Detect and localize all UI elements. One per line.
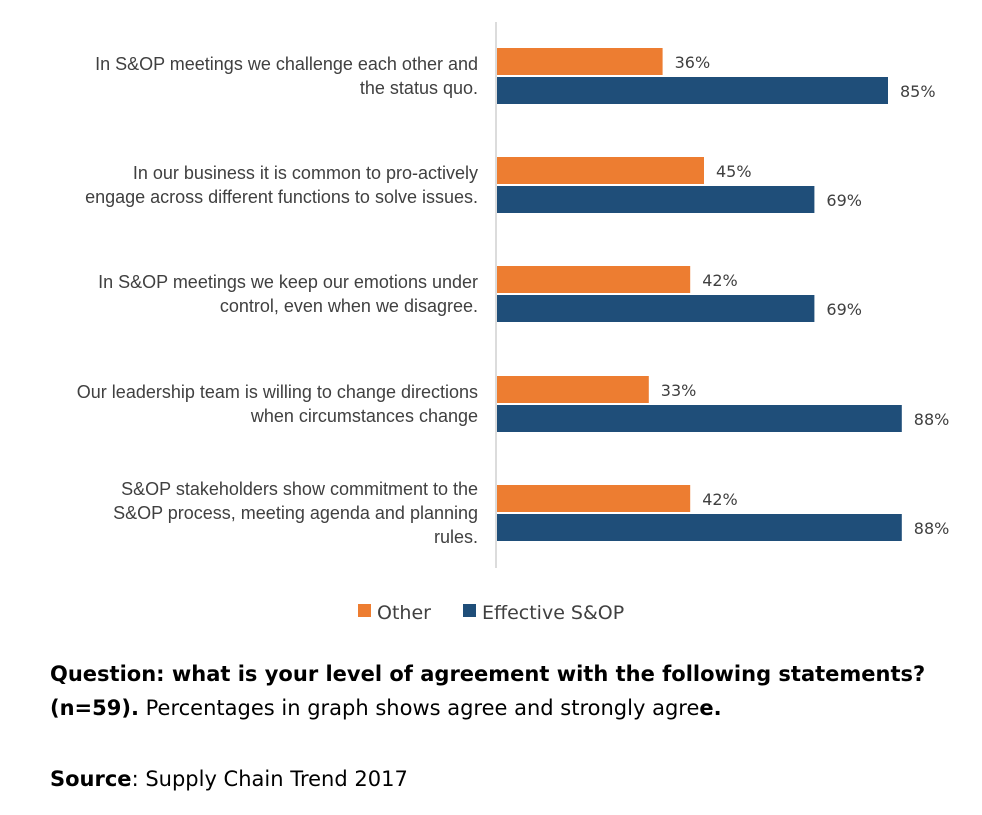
source-label: Source (50, 767, 132, 791)
bar-effective-5 (497, 514, 902, 541)
bar-chart: 36% 85% 45% 69% 42% 69% 33% 88% 42% 88% In S&OP m… (77, 22, 949, 624)
question-bold-text: Question: what is your level of agreemen… (50, 662, 926, 720)
category-label-2-line-2: engage across different functions to sol… (85, 187, 478, 207)
source-caption: Source: Supply Chain Trend 2017 (50, 762, 408, 796)
question-normal-text: Percentages in graph shows agree and str… (138, 696, 700, 720)
bar-other-2 (497, 157, 704, 184)
legend-label-other: Other (377, 602, 431, 624)
data-label-effective-4: 88% (914, 410, 950, 429)
category-label-1-line-1: In S&OP meetings we challenge each other… (95, 54, 478, 74)
category-label-5-line-3: rules. (434, 527, 478, 547)
data-label-other-4: 33% (661, 381, 697, 400)
data-label-other-2: 45% (716, 162, 752, 181)
legend: Other Effective S&OP (358, 602, 624, 624)
category-label-2-line-1: In our business it is common to pro-acti… (133, 163, 478, 183)
bars-group: 36% 85% 45% 69% 42% 69% 33% 88% 42% 88% (497, 48, 949, 541)
bar-effective-1 (497, 77, 888, 104)
data-label-effective-5: 88% (914, 519, 950, 538)
category-label-3-line-1: In S&OP meetings we keep our emotions un… (98, 272, 478, 292)
bar-other-5 (497, 485, 691, 512)
legend-label-effective: Effective S&OP (482, 602, 624, 624)
question-tail-bold-text: e. (699, 696, 722, 720)
data-label-other-3: 42% (702, 271, 738, 290)
data-label-other-5: 42% (702, 490, 738, 509)
category-labels-group: In S&OP meetings we challenge each other… (77, 54, 478, 547)
bar-effective-2 (497, 186, 815, 213)
bar-other-3 (497, 266, 691, 293)
data-label-effective-1: 85% (900, 82, 936, 101)
data-label-effective-3: 69% (826, 300, 862, 319)
category-label-3-line-2: control, even when we disagree. (220, 296, 478, 316)
bar-other-4 (497, 376, 649, 403)
category-label-1-line-2: the status quo. (360, 78, 478, 98)
data-label-other-1: 36% (675, 53, 711, 72)
bar-other-1 (497, 48, 663, 75)
source-text: : Supply Chain Trend 2017 (131, 767, 408, 791)
category-label-4-line-1: Our leadership team is willing to change… (77, 382, 478, 402)
category-label-5-line-1: S&OP stakeholders show commitment to the (121, 479, 478, 499)
data-label-effective-2: 69% (826, 191, 862, 210)
bar-effective-4 (497, 405, 902, 432)
category-label-5-line-2: S&OP process, meeting agenda and plannin… (113, 503, 478, 523)
category-label-4-line-2: when circumstances change (250, 406, 478, 426)
legend-swatch-other (358, 604, 371, 617)
legend-swatch-effective (463, 604, 476, 617)
question-caption: Question: what is your level of agreemen… (50, 657, 970, 725)
bar-effective-3 (497, 295, 815, 322)
